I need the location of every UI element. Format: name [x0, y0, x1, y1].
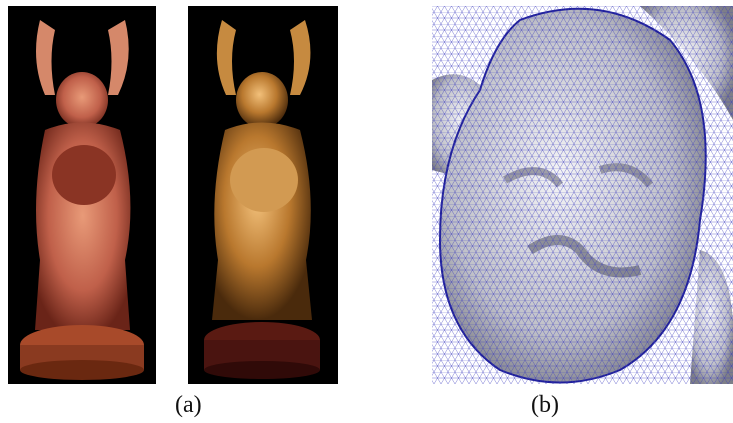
caption-b: (b) [531, 392, 559, 418]
panel-b [432, 6, 733, 384]
panel-a-left [8, 6, 156, 384]
caption-a: (a) [175, 392, 202, 418]
panel-a-right [188, 6, 338, 384]
